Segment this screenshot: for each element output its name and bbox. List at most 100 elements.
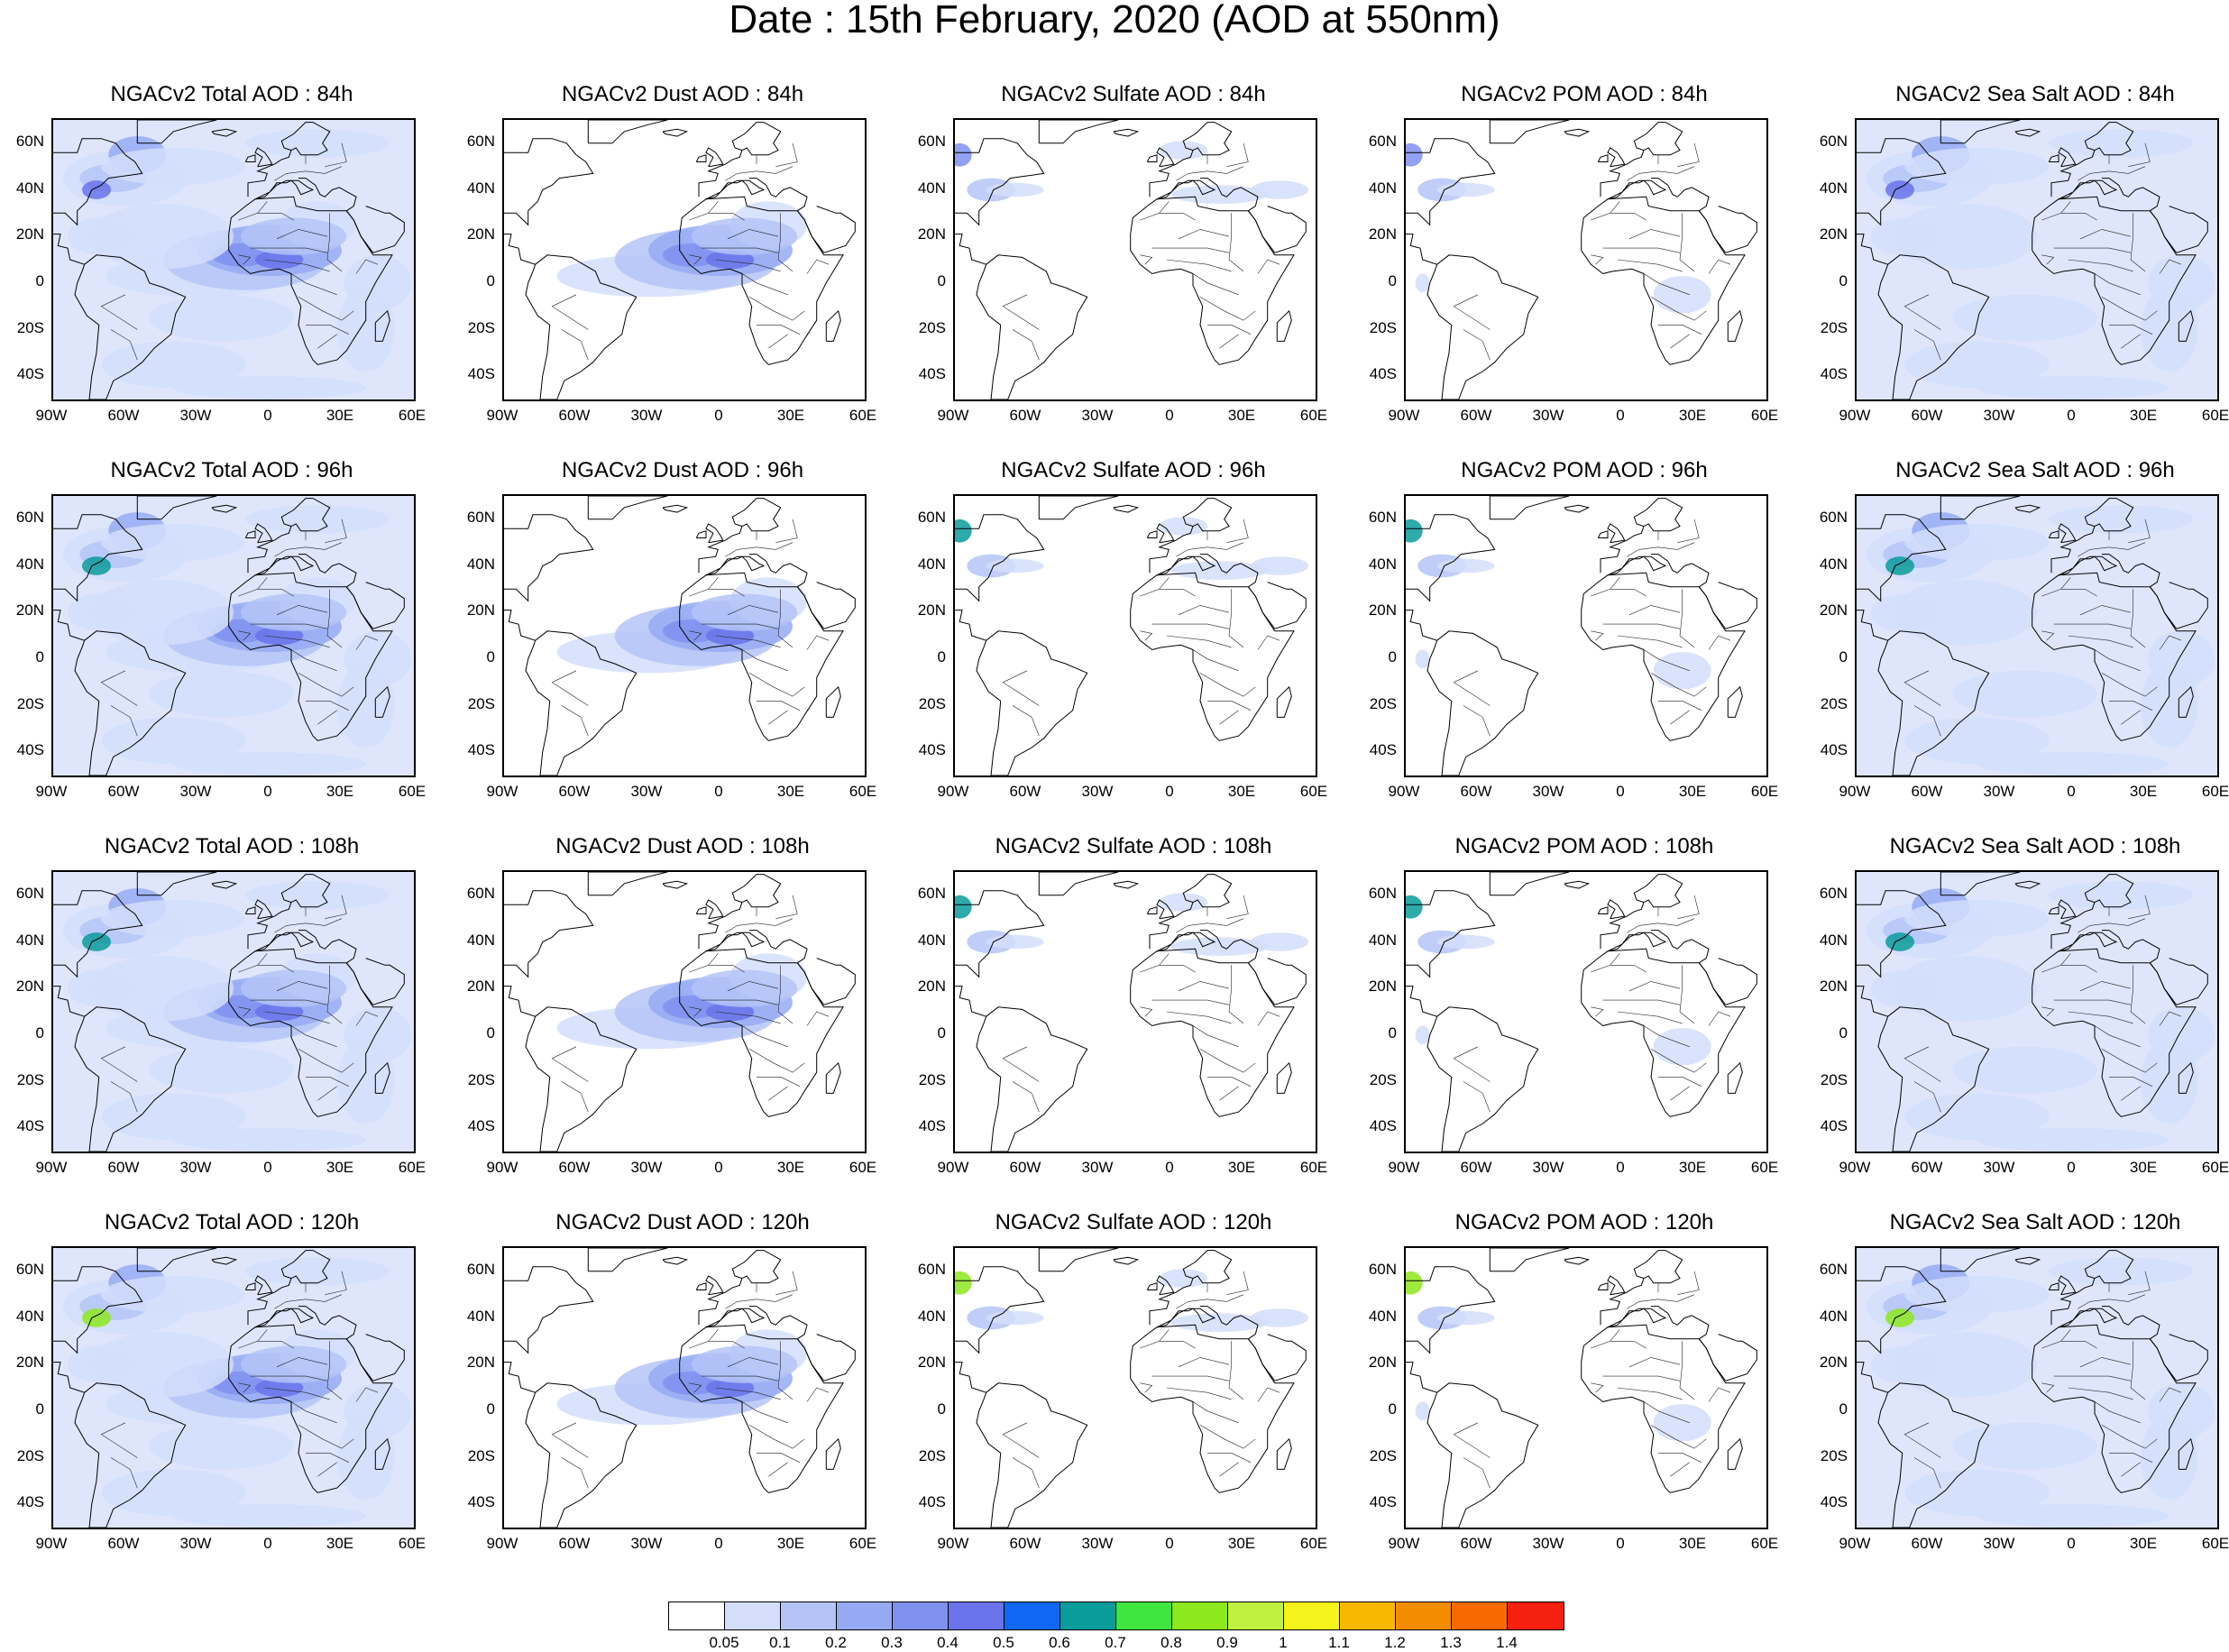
- coastline: [1038, 496, 1119, 520]
- colorbar-tick-label: 1.1: [1328, 1634, 1350, 1651]
- coastline: [1857, 610, 1888, 641]
- coastline: [1698, 582, 1757, 629]
- coastline: [1200, 1306, 1259, 1340]
- country-border: [276, 605, 328, 616]
- country-border: [1002, 294, 1040, 330]
- country-border: [276, 1357, 328, 1368]
- aod-region-mediterranean: [1251, 556, 1308, 575]
- country-border: [725, 166, 793, 181]
- coastline: [2014, 504, 2041, 513]
- country-border: [561, 1081, 589, 1113]
- aod-region-us-east-coast: [955, 895, 972, 919]
- country-border: [727, 981, 779, 992]
- lon-tick-label: 0: [714, 1159, 723, 1176]
- colorbar-tick-label: 0.05: [709, 1634, 739, 1651]
- country-border: [2041, 630, 2055, 641]
- coastline: [2058, 932, 2118, 952]
- aod-region-nw-atlantic: [1904, 1276, 2050, 1314]
- lat-tick-label: 40S: [467, 1117, 495, 1135]
- coastline: [74, 1382, 187, 1528]
- coastline: [1426, 1006, 1539, 1152]
- country-border: [741, 273, 788, 296]
- coastline: [1200, 554, 1259, 588]
- country-border: [2128, 142, 2151, 167]
- coastline: [247, 1250, 331, 1326]
- aod-region-south-atlantic: [173, 752, 366, 776]
- country-border: [1903, 1422, 1941, 1458]
- lon-tick-label: 30W: [1081, 407, 1114, 424]
- aod-region-central-africa: [1653, 1028, 1711, 1066]
- country-border: [2128, 895, 2151, 919]
- lat-tick-label: 40S: [467, 1493, 495, 1511]
- lon-tick-label: 60W: [1460, 783, 1492, 800]
- country-border: [326, 1341, 343, 1400]
- map-panel-sulfate-120h: [953, 1246, 1317, 1529]
- coastline: [1406, 514, 1496, 602]
- coastline: [504, 890, 594, 978]
- map-panel-pom-96h: [1404, 494, 1768, 777]
- country-border: [1178, 605, 1230, 616]
- coastline: [374, 309, 390, 342]
- aod-map: [1406, 120, 1757, 399]
- country-border: [274, 542, 343, 557]
- aod-map: [1857, 872, 2217, 1152]
- panel-title: NGACv2 Sulfate AOD : 108h: [995, 834, 1272, 858]
- coastline: [2032, 572, 2197, 741]
- panel-title: NGACv2 Sulfate AOD : 84h: [1001, 82, 1266, 106]
- country-border: [1166, 1387, 1232, 1400]
- country-border: [1012, 329, 1040, 361]
- aod-region-central-africa: [1415, 1401, 1430, 1421]
- aod-map: [955, 120, 1308, 399]
- coastline: [1406, 986, 1437, 1017]
- country-border: [1219, 334, 1239, 349]
- country-border: [1617, 259, 1683, 272]
- country-border: [2041, 1329, 2071, 1349]
- lat-tick-label: 60N: [1819, 884, 1848, 902]
- lon-tick-label: 0: [1616, 783, 1625, 800]
- coastline: [698, 122, 782, 197]
- coastline: [1156, 179, 1216, 200]
- lon-tick-label: 90W: [35, 407, 68, 424]
- coastline: [749, 1306, 808, 1340]
- panel-title: NGACv2 POM AOD : 96h: [1461, 458, 1708, 482]
- lon-tick-label: 90W: [1839, 1159, 1871, 1176]
- country-border: [1650, 297, 1707, 321]
- coastline: [254, 1308, 315, 1328]
- coastline: [1489, 496, 1570, 520]
- coastline: [2102, 554, 2160, 588]
- country-border: [2060, 1341, 2097, 1349]
- map-panel-sulfate-96h: [953, 494, 1317, 777]
- country-border: [298, 673, 354, 697]
- coastline: [1146, 906, 1158, 914]
- coastline: [796, 958, 856, 1005]
- country-border: [1257, 259, 1280, 274]
- country-border: [1617, 1011, 1683, 1024]
- lon-tick-label: 60W: [558, 1535, 591, 1552]
- coastline: [825, 1437, 841, 1470]
- country-border: [2101, 297, 2158, 321]
- lat-tick-label: 0: [486, 1400, 495, 1418]
- coastline: [298, 178, 357, 212]
- aod-region-dust-plume: [706, 1378, 755, 1398]
- country-border: [257, 965, 294, 973]
- country-border: [725, 542, 793, 557]
- colorbar-swatch: [949, 1602, 1004, 1629]
- colorbar-tick-label: 0.7: [1105, 1634, 1126, 1651]
- country-border: [1140, 1329, 1170, 1349]
- country-border: [689, 201, 719, 221]
- coastline: [1426, 1382, 1539, 1528]
- country-border: [2041, 201, 2071, 221]
- aod-region-south-atlantic: [1904, 1469, 2050, 1517]
- country-border: [1591, 1382, 1604, 1393]
- country-border: [274, 918, 343, 933]
- country-border: [110, 705, 138, 737]
- aod-map: [1857, 1248, 2217, 1528]
- aod-map: [53, 1248, 414, 1528]
- coastline: [525, 630, 638, 776]
- lat-tick-label: 40S: [1369, 1117, 1397, 1135]
- coastline: [1406, 1266, 1496, 1354]
- lon-tick-label: 60W: [1911, 783, 1943, 800]
- country-border: [757, 701, 801, 711]
- lon-tick-label: 30E: [776, 783, 805, 800]
- country-border: [2078, 542, 2146, 557]
